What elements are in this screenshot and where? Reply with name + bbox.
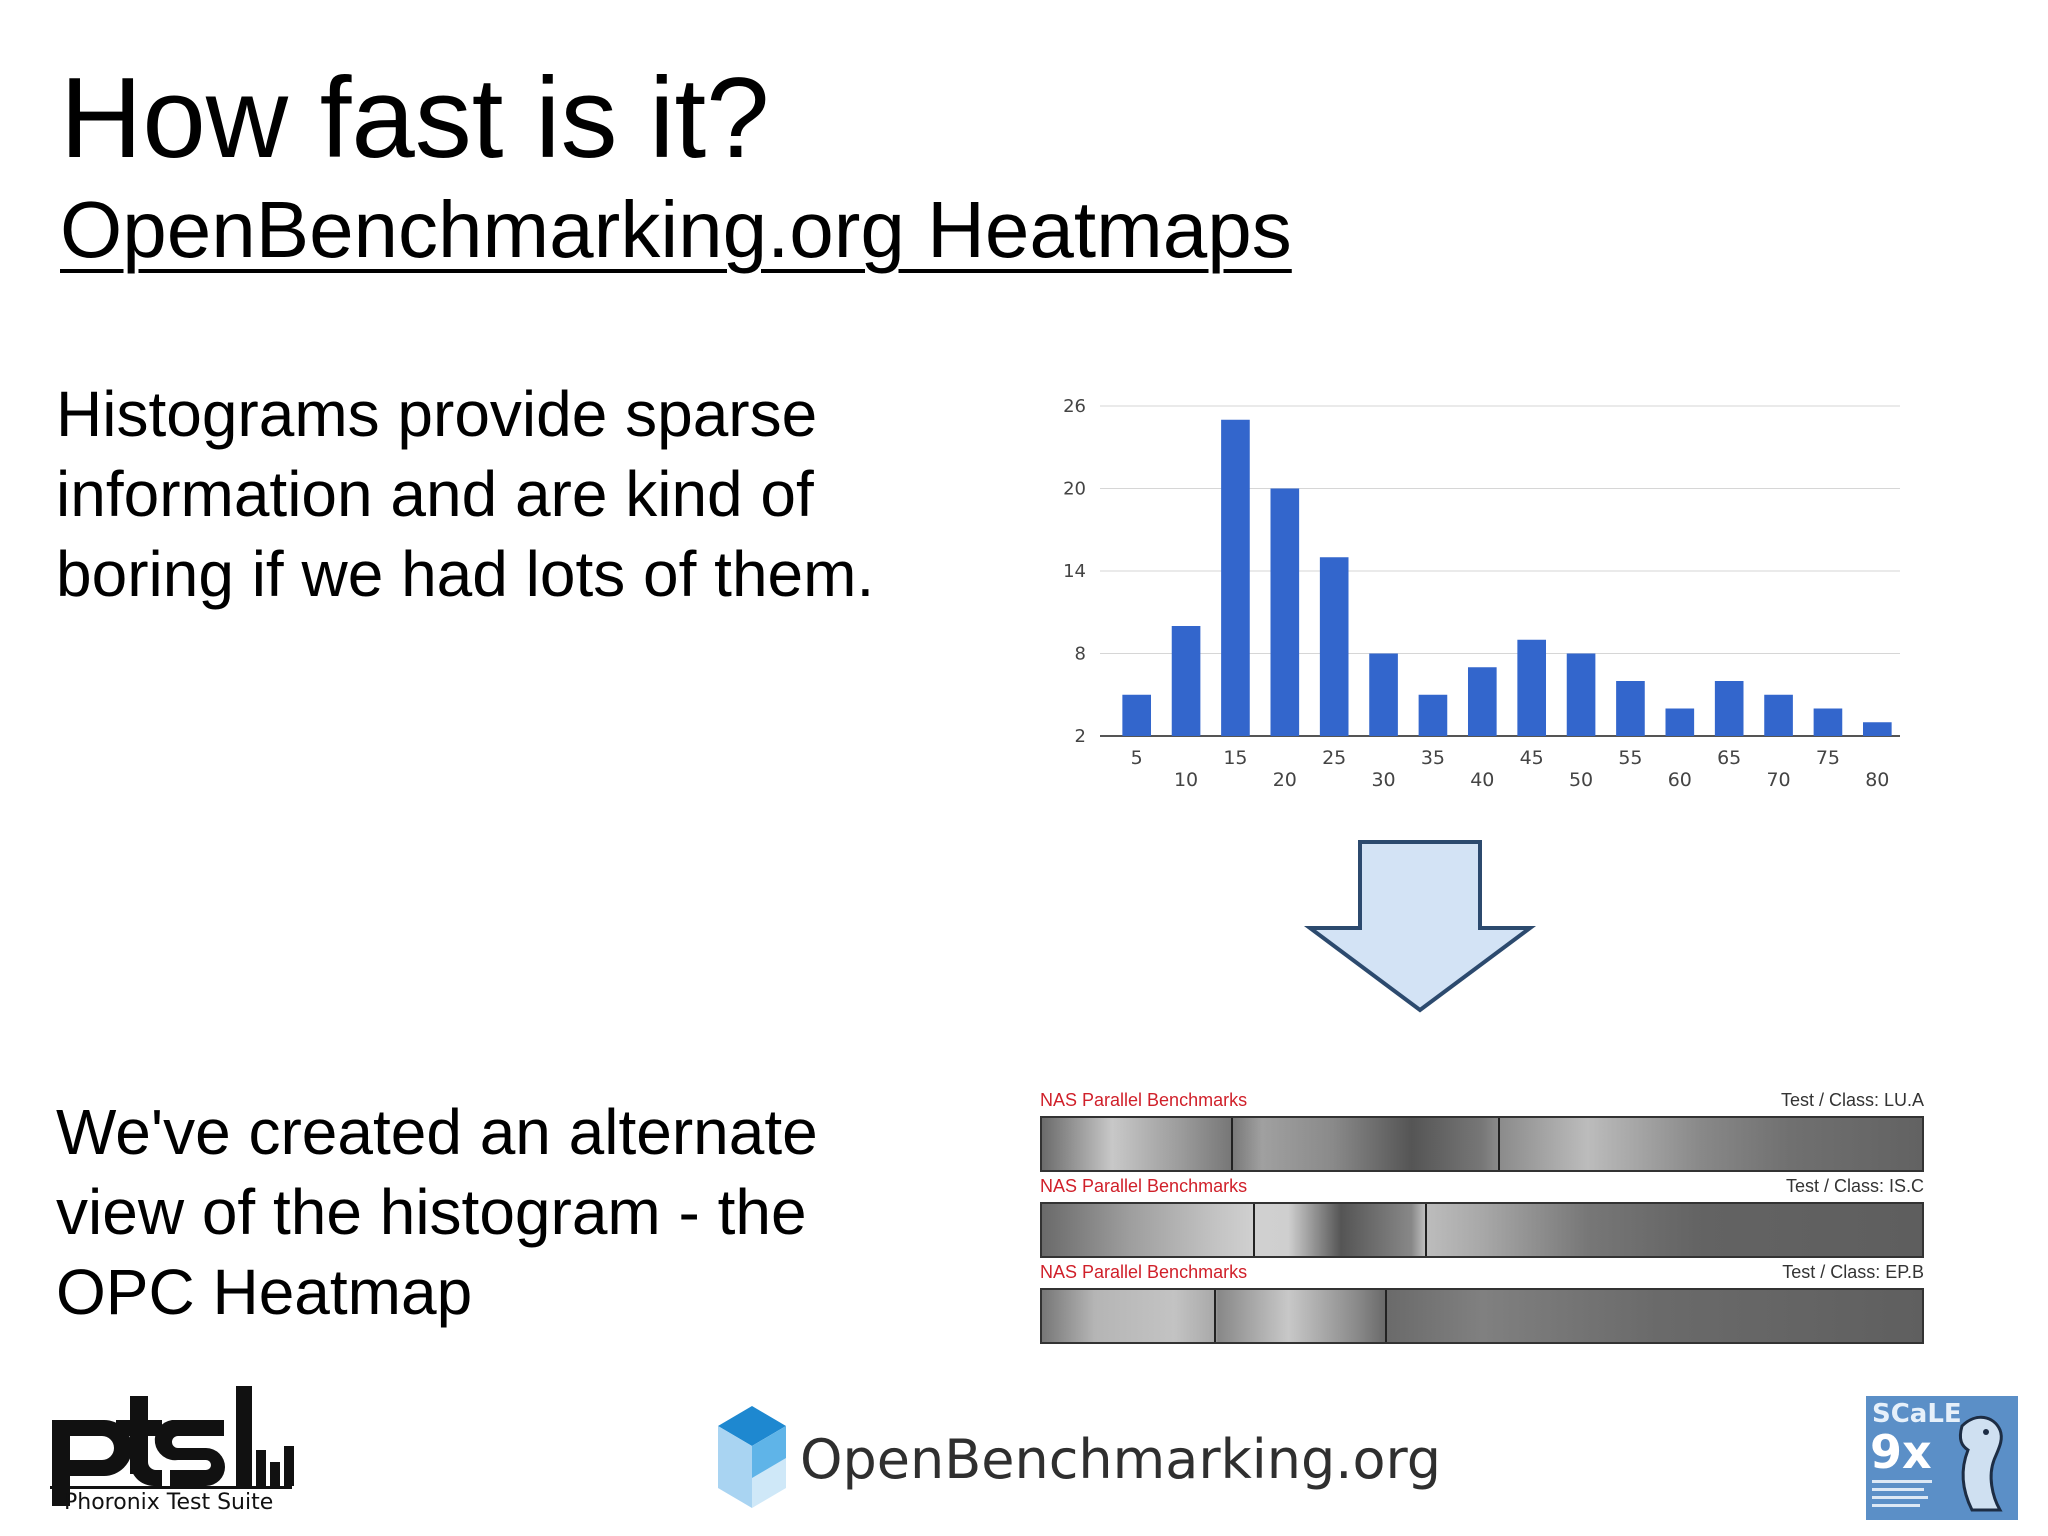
histogram-bar (1862, 722, 1892, 736)
heatmap-header: NAS Parallel Benchmarks Test / Class: LU.… (1040, 1090, 1924, 1114)
x-tick-label: 65 (1717, 747, 1741, 769)
histogram-bar (1714, 681, 1744, 736)
heatmap: NAS Parallel Benchmarks Test / Class: EP.… (1040, 1262, 1924, 1344)
histogram-bar (1319, 557, 1349, 736)
histogram-chart: 2 8 14 20 26 5 10 15 20 25 30 35 40 45 50 55 60 65 70 75 80 (1063, 396, 1900, 791)
heatmap-bar (1040, 1116, 1924, 1172)
openbenchmarking-logo-text: OpenBenchmarking.org (800, 1428, 1442, 1491)
x-tick-label: 70 (1766, 769, 1790, 791)
histogram-bar (1122, 694, 1152, 736)
x-tick-label: 50 (1569, 769, 1593, 791)
heatmap-title: NAS Parallel Benchmarks (1040, 1262, 1248, 1282)
x-tick-label: 55 (1618, 747, 1642, 769)
scale-9x-logo: SCaLE 9x (1866, 1396, 2018, 1520)
heatmap-test-class: Test / Class: IS.C (1785, 1176, 1924, 1196)
heatmap-divider (1424, 1204, 1427, 1256)
heatmap-divider (1231, 1118, 1234, 1170)
heatmap-divider (1253, 1204, 1256, 1256)
svg-text:SCaLE: SCaLE (1872, 1399, 1962, 1429)
y-tick-label: 14 (1063, 561, 1086, 582)
y-tick-label: 20 (1063, 479, 1086, 500)
histogram-paragraph: Histograms provide sparse information an… (56, 378, 875, 610)
x-tick-label: 80 (1865, 769, 1889, 791)
x-tick-label: 20 (1273, 769, 1297, 791)
x-tick-label: 15 (1223, 747, 1247, 769)
heatmap-title: NAS Parallel Benchmarks (1040, 1090, 1248, 1110)
slide-subtitle-link[interactable]: OpenBenchmarking.org Heatmaps (60, 185, 1292, 274)
heatmap-bar (1040, 1202, 1924, 1258)
histogram-bar (1764, 694, 1793, 736)
heatmap-divider (1385, 1290, 1388, 1342)
histogram-bar (1171, 626, 1201, 736)
y-tick-label: 8 (1075, 644, 1086, 665)
histogram-bar (1566, 653, 1596, 736)
heatmap-bar (1040, 1288, 1924, 1344)
heatmap-title: NAS Parallel Benchmarks (1040, 1176, 1248, 1196)
x-tick-label: 10 (1174, 769, 1198, 791)
pts-logo (50, 1386, 294, 1506)
y-tick-label: 26 (1063, 396, 1086, 417)
x-tick-label: 5 (1131, 747, 1143, 769)
heatmap: NAS Parallel Benchmarks Test / Class: LU.… (1040, 1090, 1924, 1172)
histogram-bar (1467, 667, 1497, 736)
histogram-bar (1270, 488, 1300, 736)
y-tick-label: 2 (1075, 726, 1086, 747)
x-tick-label: 75 (1816, 747, 1840, 769)
x-tick-label: 30 (1371, 769, 1395, 791)
histogram-bar (1665, 708, 1695, 736)
slide-title: How fast is it? (60, 55, 770, 182)
x-tick-label: 25 (1322, 747, 1346, 769)
heatmap-divider (1497, 1118, 1500, 1170)
histogram-bar (1221, 419, 1250, 736)
histogram-bar (1418, 694, 1448, 736)
x-tick-label: 60 (1668, 769, 1692, 791)
heatmap-header: NAS Parallel Benchmarks Test / Class: IS.… (1040, 1176, 1924, 1200)
x-tick-label: 45 (1520, 747, 1544, 769)
x-tick-label: 35 (1421, 747, 1445, 769)
openbenchmarking-cube-icon (718, 1406, 786, 1508)
pts-logo-caption: Phoronix Test Suite (64, 1490, 274, 1515)
heatmap-test-class: Test / Class: EP.B (1782, 1262, 1924, 1282)
heatmap-paragraph: We've created an alternate view of the h… (56, 1096, 818, 1328)
heatmap-header: NAS Parallel Benchmarks Test / Class: EP.… (1040, 1262, 1924, 1286)
histogram-bar (1813, 708, 1843, 736)
svg-text:9x: 9x (1870, 1425, 1932, 1479)
heatmap-divider (1213, 1290, 1216, 1342)
x-tick-label: 40 (1470, 769, 1494, 791)
histogram-bar (1616, 681, 1645, 736)
heatmap: NAS Parallel Benchmarks Test / Class: IS.… (1040, 1176, 1924, 1258)
histogram-bar (1369, 653, 1398, 736)
heatmap-test-class: Test / Class: LU.A (1780, 1090, 1924, 1110)
histogram-bar (1517, 639, 1547, 736)
down-arrow-icon (1303, 840, 1537, 1013)
